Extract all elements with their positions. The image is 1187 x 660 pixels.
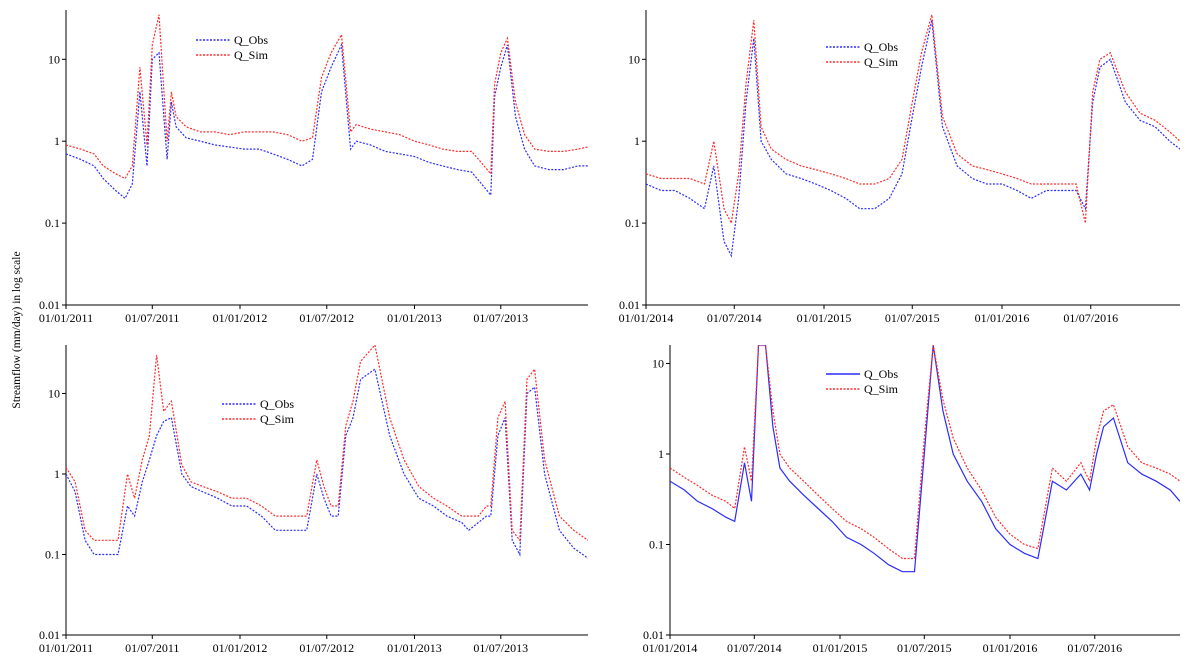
chart-panel-2: 0.01 0.1 1 10 01/01/2014 01/07/2014 01/01/2015… [619, 10, 1180, 325]
x-tick-label: 01/01/2011 [39, 641, 93, 655]
x-tick-label: 01/07/2015 [897, 641, 952, 655]
x-tick-label: 01/07/2011 [125, 641, 179, 655]
y-tick-label: 10 [628, 52, 640, 66]
x-tick-label: 01/07/2016 [1067, 641, 1122, 655]
series-line-q-sim [66, 345, 588, 542]
x-tick-label: 01/07/2015 [885, 311, 940, 325]
y-tick-label: 1 [658, 447, 664, 461]
y-tick-label: 10 [48, 386, 60, 400]
legend-label: Q_Sim [864, 55, 899, 69]
series-line-q-obs [646, 20, 1180, 258]
x-tick-label: 01/01/2015 [797, 311, 852, 325]
series-line-q-sim [66, 14, 588, 180]
series-line-q-sim [670, 345, 1180, 560]
y-tick-label: 1 [634, 134, 640, 148]
x-tick-label: 01/07/2016 [1063, 311, 1118, 325]
x-tick-label: 01/01/2013 [387, 641, 442, 655]
x-tick-label: 01/01/2016 [983, 641, 1038, 655]
x-tick-label: 01/07/2014 [707, 311, 762, 325]
y-tick-label: 1 [54, 134, 60, 148]
legend-label: Q_Obs [260, 397, 294, 411]
x-tick-label: 01/01/2014 [619, 311, 674, 325]
series-line-q-obs [66, 368, 588, 559]
y-tick-label: 0.1 [649, 537, 664, 551]
legend-label: Q_Sim [260, 412, 295, 426]
y-tick-label: 1 [54, 467, 60, 481]
y-tick-label: 10 [48, 52, 60, 66]
y-tick-label: 0.1 [45, 216, 60, 230]
x-tick-label: 01/07/2014 [727, 641, 782, 655]
legend-label: Q_Obs [864, 367, 898, 381]
x-tick-label: 01/07/2013 [473, 641, 528, 655]
y-axis-label: Streamflow (mm/day) in log scale [11, 251, 23, 408]
y-tick-label: 0.01 [39, 628, 60, 642]
x-tick-label: 01/01/2014 [643, 641, 698, 655]
legend-label: Q_Obs [234, 33, 268, 47]
x-tick-label: 01/07/2012 [299, 641, 354, 655]
chart-panel-4: 0.01 0.1 1 10 01/01/2014 01/07/2014 01/01/2015… [643, 345, 1180, 655]
series-line-q-sim [646, 14, 1180, 226]
y-tick-label: 0.1 [45, 547, 60, 561]
y-tick-label: 0.01 [643, 628, 664, 642]
legend-label: Q_Obs [864, 40, 898, 54]
x-tick-label: 01/01/2011 [39, 311, 93, 325]
y-tick-label: 0.1 [625, 216, 640, 230]
x-tick-label: 01/01/2013 [387, 311, 442, 325]
x-tick-label: 01/01/2016 [975, 311, 1030, 325]
x-tick-label: 01/01/2015 [813, 641, 868, 655]
x-tick-label: 01/07/2011 [125, 311, 179, 325]
x-tick-label: 01/07/2013 [473, 311, 528, 325]
chart-panel-3: 0.01 0.1 1 10 01/01/2011 01/07/2011 01/01/2012… [39, 345, 588, 655]
y-tick-label: 10 [652, 356, 664, 370]
y-tick-label: 0.01 [619, 298, 640, 312]
x-tick-label: 01/01/2012 [213, 641, 268, 655]
legend-label: Q_Sim [864, 382, 899, 396]
x-tick-label: 01/07/2012 [299, 311, 354, 325]
chart-panel-1: 0.01 0.1 1 10 01/01/2011 01/07/2011 01/01/2012… [39, 10, 588, 325]
x-tick-label: 01/01/2012 [213, 311, 268, 325]
y-tick-label: 0.01 [39, 298, 60, 312]
panels: 0.01 0.1 1 10 01/01/2011 01/07/2011 01/01/2012… [39, 10, 1180, 655]
legend-label: Q_Sim [234, 48, 269, 62]
series-line-q-obs [670, 345, 1180, 573]
series-line-q-obs [66, 42, 588, 200]
